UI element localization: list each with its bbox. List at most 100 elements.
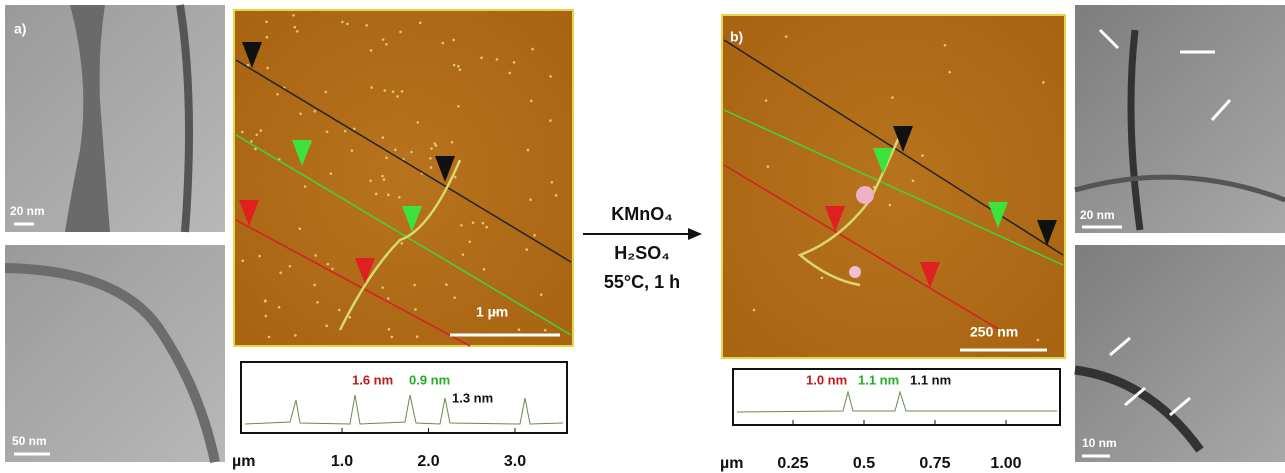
afm-particle	[549, 119, 552, 122]
afm-particle	[430, 147, 433, 150]
afm-particle	[496, 58, 499, 61]
afm-particle	[294, 334, 297, 337]
afm-particle	[292, 14, 295, 17]
afm-particle	[485, 226, 488, 229]
afm-particle	[268, 336, 271, 339]
afm-particle	[314, 254, 317, 257]
x-tick-label: 0.5	[853, 455, 875, 472]
afm-particle	[381, 286, 384, 289]
afm-particle	[767, 165, 770, 168]
x-tick-label: 1.00	[990, 455, 1021, 472]
afm-particle	[384, 89, 387, 92]
tem-image	[5, 245, 225, 462]
afm-particle	[298, 227, 301, 230]
afm-particle	[549, 75, 552, 78]
afm-particle	[753, 309, 756, 312]
afm-particle	[369, 179, 372, 182]
afm-particle	[279, 271, 282, 274]
afm-particle	[385, 156, 388, 159]
afm-particle	[483, 268, 486, 271]
particle	[856, 186, 874, 204]
afm-particle	[413, 284, 416, 287]
panel-label: a)	[14, 21, 26, 37]
reagent: KMnO₄	[611, 204, 673, 224]
afm-particle	[276, 93, 279, 96]
afm-particle	[325, 325, 328, 328]
height-label: 1.0 nm	[806, 372, 847, 387]
afm-particle	[1037, 339, 1040, 342]
afm-particle	[265, 315, 268, 318]
afm-particle	[416, 121, 419, 124]
x-tick-label: 1.0	[331, 453, 353, 470]
afm-particle	[419, 22, 422, 25]
afm-particle	[482, 222, 485, 225]
afm-particle	[529, 198, 532, 201]
afm-particle	[266, 36, 269, 39]
afm-particle	[416, 335, 419, 338]
afm-particle	[387, 297, 390, 300]
afm-particle	[325, 91, 328, 94]
afm-particle	[533, 234, 536, 237]
axis-unit: µm	[720, 455, 743, 472]
afm-particle	[289, 265, 292, 268]
afm-particle	[390, 336, 393, 339]
scale-label: 10 nm	[1082, 436, 1117, 450]
axis-unit: µm	[232, 453, 255, 470]
x-tick-label: 0.75	[919, 455, 950, 472]
afm-particle	[453, 296, 456, 299]
afm-particle	[370, 86, 373, 89]
afm-particle	[530, 100, 533, 103]
tem-image	[1075, 5, 1285, 233]
afm-particle	[294, 26, 297, 29]
afm-particle	[442, 42, 445, 45]
afm-particle	[531, 48, 534, 51]
afm-particle	[385, 43, 388, 46]
afm-particle	[375, 193, 378, 196]
afm-particle	[388, 328, 391, 331]
afm-particle	[480, 57, 483, 60]
height-label: 1.3 nm	[452, 390, 493, 405]
afm-particle	[313, 284, 316, 287]
afm-particle	[948, 71, 951, 74]
particle	[849, 266, 861, 278]
afm-particle	[254, 148, 257, 151]
afm-particle	[555, 194, 558, 197]
afm-particle	[1042, 81, 1045, 84]
afm-particle	[457, 105, 460, 108]
height-label: 1.1 nm	[910, 372, 951, 387]
afm-image	[234, 10, 573, 346]
afm-particle	[821, 277, 824, 280]
afm-particle	[551, 181, 554, 184]
afm-particle	[265, 21, 268, 24]
afm-particle	[410, 151, 413, 154]
afm-particle	[462, 253, 465, 256]
afm-particle	[258, 255, 261, 258]
afm-particle	[344, 130, 347, 133]
afm-particle	[399, 31, 402, 34]
afm-particle	[527, 149, 530, 152]
afm-particle	[785, 35, 788, 38]
afm-particle	[445, 283, 448, 286]
afm-particle	[314, 110, 317, 113]
afm-particle	[264, 300, 267, 303]
afm-particle	[451, 141, 454, 144]
scale-label: 250 nm	[970, 324, 1018, 340]
afm-particle	[250, 140, 253, 143]
afm-particle	[921, 154, 924, 157]
afm-particle	[430, 166, 433, 169]
afm-particle	[299, 113, 302, 116]
afm-particle	[460, 224, 463, 227]
afm-particle	[346, 23, 349, 26]
afm-particle	[351, 149, 354, 152]
x-tick-label: 3.0	[504, 453, 526, 470]
afm-particle	[394, 148, 397, 151]
afm-particle	[392, 90, 395, 93]
afm-particle	[348, 316, 351, 319]
afm-particle	[544, 329, 547, 332]
afm-particle	[341, 21, 344, 24]
afm-particle	[891, 96, 894, 99]
afm-particle	[382, 38, 385, 41]
afm-particle	[383, 178, 386, 181]
afm-particle	[381, 175, 384, 178]
afm-particle	[509, 72, 512, 75]
